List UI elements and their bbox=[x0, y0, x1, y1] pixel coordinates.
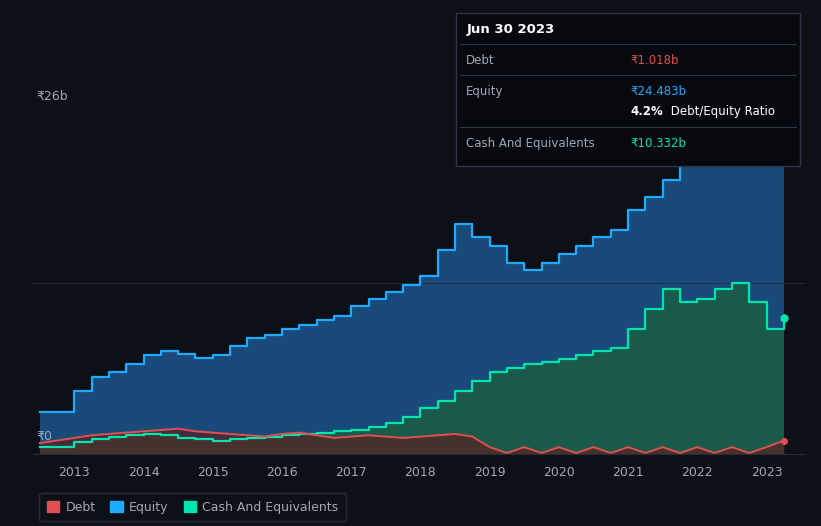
Text: Equity: Equity bbox=[466, 85, 504, 98]
Text: ₹24.483b: ₹24.483b bbox=[631, 85, 686, 98]
Text: Cash And Equivalents: Cash And Equivalents bbox=[466, 137, 595, 150]
Text: ₹1.018b: ₹1.018b bbox=[631, 54, 679, 67]
Text: Debt/Equity Ratio: Debt/Equity Ratio bbox=[667, 105, 776, 118]
Text: ₹10.332b: ₹10.332b bbox=[631, 137, 686, 150]
Text: ₹26b: ₹26b bbox=[37, 90, 68, 103]
Text: Jun 30 2023: Jun 30 2023 bbox=[466, 23, 554, 36]
Text: ₹0: ₹0 bbox=[37, 429, 53, 442]
Legend: Debt, Equity, Cash And Equivalents: Debt, Equity, Cash And Equivalents bbox=[39, 493, 346, 521]
Text: Debt: Debt bbox=[466, 54, 495, 67]
Text: 4.2%: 4.2% bbox=[631, 105, 663, 118]
